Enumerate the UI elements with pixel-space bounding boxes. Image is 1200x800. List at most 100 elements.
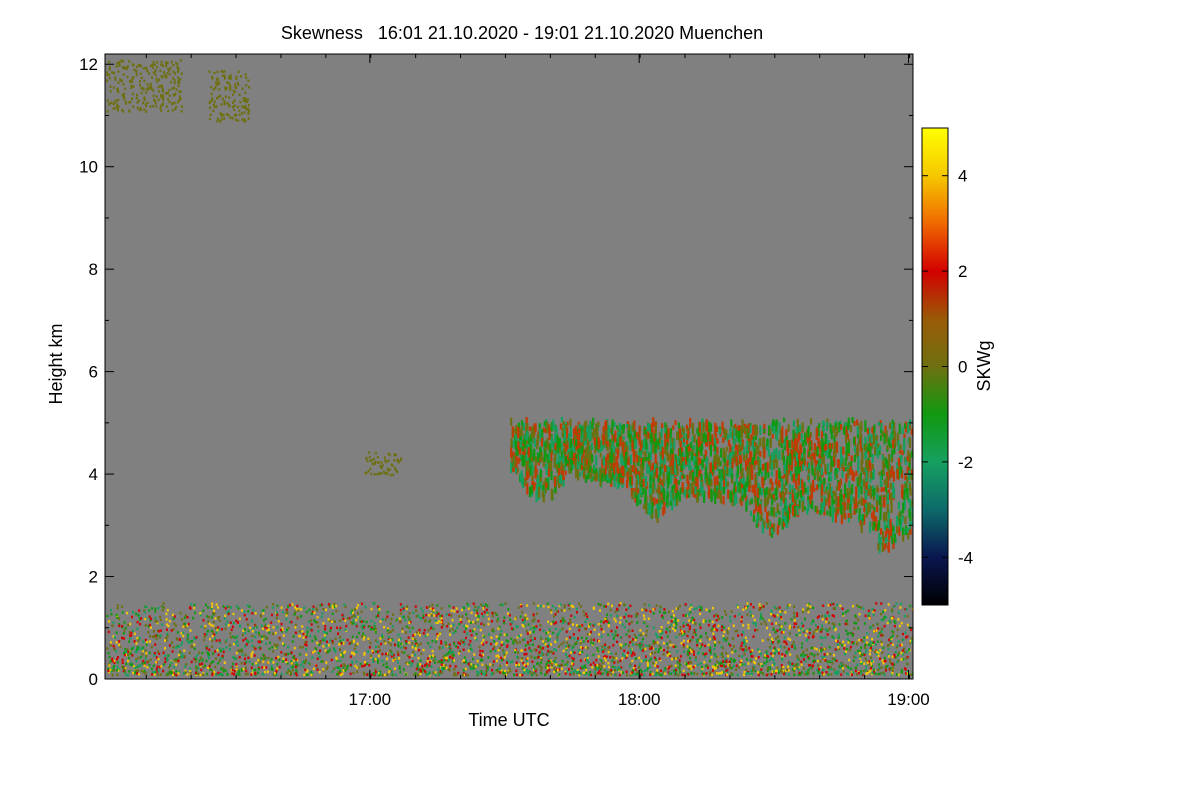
data-cell	[667, 477, 670, 489]
data-cell	[523, 439, 526, 445]
data-cell	[270, 621, 273, 624]
data-cell	[367, 637, 370, 641]
data-cell	[562, 649, 565, 653]
data-cell	[639, 629, 642, 632]
data-cell	[463, 606, 466, 610]
data-cell	[391, 625, 394, 628]
data-cell	[678, 662, 681, 665]
data-cell	[726, 673, 729, 676]
data-cell	[624, 643, 627, 646]
data-cell	[261, 666, 264, 669]
data-cell	[634, 451, 637, 457]
data-cell	[513, 428, 516, 434]
data-cell	[214, 673, 217, 676]
data-cell	[759, 451, 762, 457]
data-cell	[324, 625, 327, 628]
data-cell	[854, 614, 857, 617]
data-cell	[695, 445, 698, 457]
data-cell	[280, 651, 283, 654]
data-cell	[546, 437, 549, 449]
data-cell	[285, 614, 288, 617]
data-cell	[678, 659, 681, 662]
data-cell	[572, 671, 575, 674]
data-cell	[606, 440, 609, 447]
data-cell	[351, 609, 354, 612]
data-cell	[585, 437, 588, 445]
data-cell	[650, 432, 653, 441]
data-cell	[339, 659, 342, 663]
data-cell	[765, 650, 768, 654]
data-cell	[505, 633, 508, 637]
data-cell	[581, 464, 584, 471]
data-cell	[789, 653, 792, 656]
data-cell	[386, 665, 389, 669]
data-cell	[888, 489, 891, 500]
data-cell	[609, 608, 612, 612]
data-cell	[729, 466, 732, 471]
data-cell	[549, 635, 552, 638]
data-cell	[626, 480, 629, 489]
data-cell	[806, 508, 809, 515]
data-cell	[241, 633, 244, 637]
data-cell	[811, 500, 814, 510]
data-cell	[738, 428, 741, 437]
data-cell	[757, 459, 760, 470]
data-cell	[770, 673, 773, 676]
data-cell	[518, 443, 521, 455]
data-cell	[650, 423, 653, 428]
data-cell	[898, 526, 901, 536]
data-cell	[785, 488, 788, 495]
data-cell	[304, 668, 307, 672]
data-cell	[754, 497, 757, 505]
data-cell	[261, 627, 264, 630]
data-cell	[154, 634, 157, 638]
data-cell	[574, 459, 577, 469]
data-cell	[333, 602, 336, 606]
data-cell	[911, 640, 913, 643]
data-cell	[860, 670, 863, 673]
data-cell	[775, 419, 778, 428]
data-cell	[876, 523, 879, 532]
data-cell	[869, 661, 872, 665]
data-cell	[781, 426, 784, 436]
data-cell	[734, 450, 737, 462]
data-cell	[620, 469, 623, 476]
data-cell	[616, 668, 619, 671]
data-cell	[412, 634, 415, 637]
data-cell	[693, 434, 696, 443]
data-cell	[771, 452, 774, 461]
data-cell	[260, 640, 263, 643]
data-cell	[547, 631, 550, 634]
data-cell	[860, 606, 862, 609]
data-cell	[863, 669, 865, 673]
data-cell	[262, 660, 265, 664]
data-cell	[416, 642, 418, 645]
data-cell	[355, 624, 358, 628]
data-cell	[781, 655, 784, 658]
data-cell	[873, 670, 875, 674]
data-cell	[327, 618, 330, 621]
data-cell	[514, 443, 517, 450]
data-cell	[717, 492, 720, 498]
data-cell	[138, 618, 141, 621]
data-cell	[678, 604, 681, 608]
data-cell	[735, 496, 738, 504]
data-cell	[568, 602, 571, 605]
data-cell	[238, 669, 241, 673]
data-cell	[214, 650, 217, 653]
data-cell	[747, 458, 750, 467]
data-cell	[515, 663, 518, 667]
data-cell	[849, 466, 852, 475]
data-cell	[616, 462, 619, 473]
data-cell	[403, 651, 406, 654]
data-cell	[900, 671, 903, 674]
data-cell	[764, 462, 767, 475]
data-cell	[886, 501, 889, 513]
data-cell	[828, 483, 831, 495]
data-cell	[743, 648, 745, 652]
data-cell	[842, 506, 845, 519]
data-cell	[628, 424, 631, 431]
data-cell	[834, 468, 837, 475]
data-cell	[723, 467, 726, 477]
data-cell	[810, 418, 813, 425]
